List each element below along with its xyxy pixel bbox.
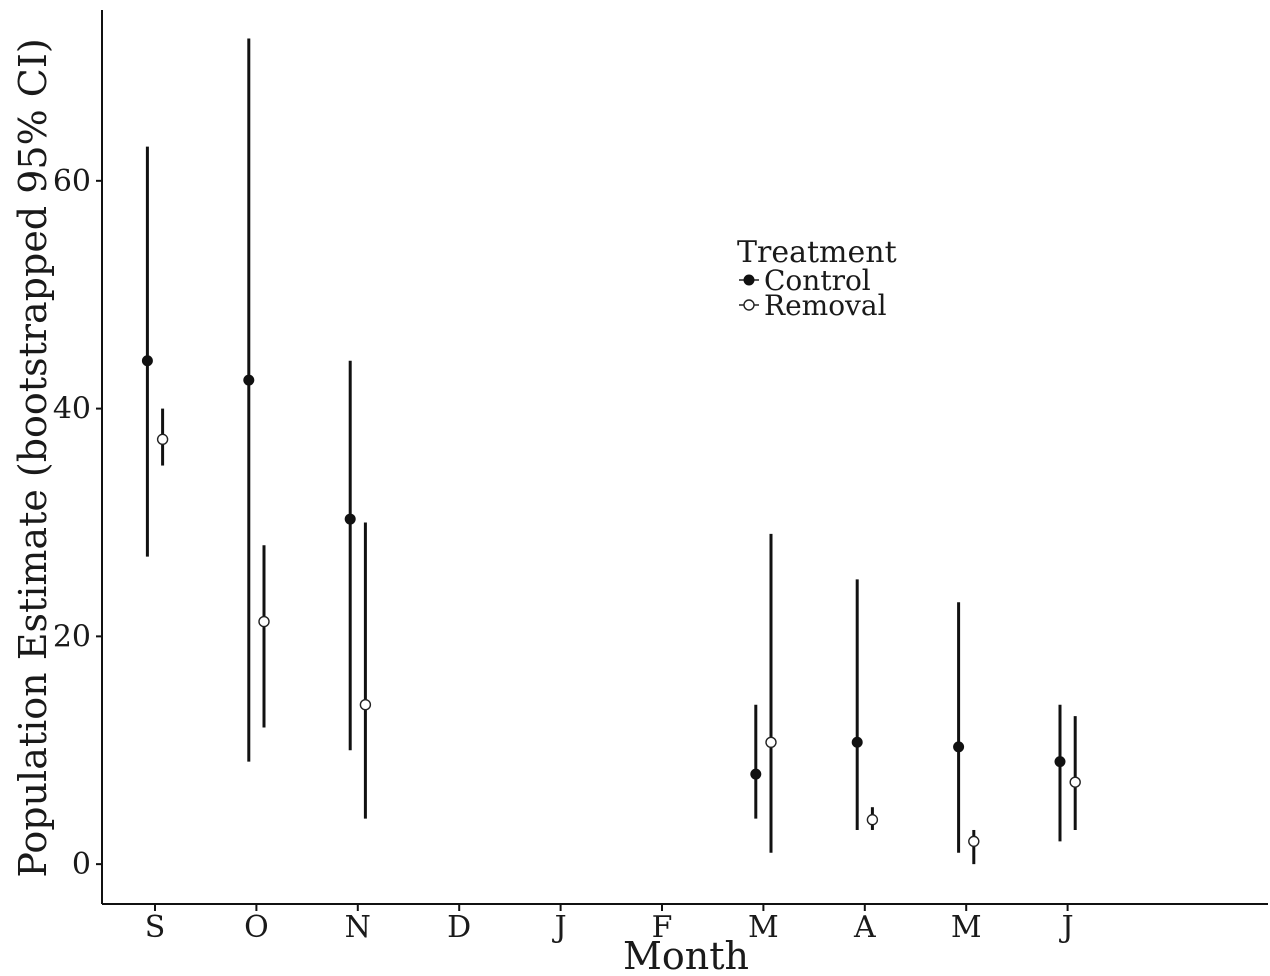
series-removal (156, 408, 1081, 865)
legend-label: Control (764, 264, 871, 297)
legend-item-control: Control (739, 264, 871, 297)
data-point (344, 513, 356, 525)
axes (101, 10, 1268, 905)
x-tick-label: A (853, 910, 876, 945)
data-point (851, 736, 863, 748)
legend-title: Treatment (737, 235, 897, 270)
legend-key-marker (743, 274, 755, 286)
data-point (765, 736, 777, 748)
x-tick-label: S (145, 910, 166, 945)
data-point (359, 699, 372, 711)
data-point (258, 615, 270, 628)
data-point (243, 374, 255, 386)
data-point (953, 741, 965, 753)
legend-label: Removal (764, 289, 887, 322)
x-tick-label: O (244, 910, 269, 945)
data-point (141, 355, 153, 367)
y-tick-label: 0 (72, 847, 91, 882)
x-tick-label: J (552, 910, 567, 945)
x-tick-label: J (1059, 910, 1074, 945)
y-ticks: 0 20 40 60 (53, 164, 102, 882)
marks (141, 38, 1081, 865)
data-point (1054, 756, 1066, 768)
data-point (1069, 776, 1081, 788)
x-tick-label: M (951, 910, 982, 945)
series-control (141, 38, 1066, 853)
data-point (750, 768, 762, 780)
x-tick-label: F (652, 910, 673, 945)
y-axis-title: Population Estimate (bootstrapped 95% CI… (11, 38, 55, 877)
data-point (156, 433, 169, 446)
x-tick-label: D (447, 910, 471, 945)
legend-item-removal: Removal (739, 289, 887, 322)
y-tick-label: 40 (53, 392, 91, 427)
x-tick-label: N (345, 910, 371, 945)
legend-key-marker (743, 299, 755, 311)
x-axis-title: Month (623, 934, 749, 976)
y-tick-label: 20 (53, 619, 91, 654)
y-tick-label: 60 (53, 164, 91, 199)
data-point (866, 814, 879, 826)
data-point (968, 835, 980, 848)
x-tick-label: M (748, 910, 779, 945)
